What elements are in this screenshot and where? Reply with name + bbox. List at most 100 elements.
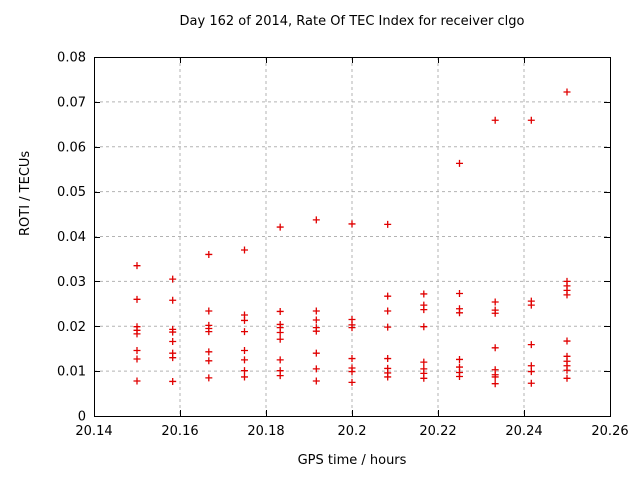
data-point-marker: [276, 356, 284, 364]
data-point-marker: [205, 307, 213, 315]
data-point-marker: [133, 355, 141, 363]
svg-text:0.02: 0.02: [57, 320, 86, 335]
data-point-marker: [169, 296, 177, 304]
data-point-marker: [276, 329, 284, 337]
data-point-marker: [312, 349, 320, 357]
data-point-marker: [276, 335, 284, 343]
data-point-marker: [420, 374, 428, 382]
data-point-marker: [133, 295, 141, 303]
data-point-marker: [169, 377, 177, 385]
svg-text:20.18: 20.18: [247, 424, 284, 439]
data-point-marker: [384, 355, 392, 363]
svg-text:20.16: 20.16: [161, 424, 198, 439]
data-point-marker: [205, 328, 213, 336]
data-point-marker: [241, 346, 248, 354]
data-point-marker: [169, 354, 177, 362]
data-points: [133, 88, 571, 388]
data-point-marker: [205, 250, 213, 258]
chart-title: Day 162 of 2014, Rate Of TEC Index for r…: [179, 14, 525, 29]
data-point-marker: [527, 368, 535, 376]
data-point-marker: [456, 355, 463, 363]
data-point-marker: [312, 327, 320, 335]
data-point-marker: [348, 355, 356, 363]
svg-text:0.06: 0.06: [57, 140, 86, 155]
data-point-marker: [420, 306, 428, 314]
x-tick-labels: 20.14 20.16 20.18 20.2 20.22 20.24 20.26: [75, 424, 628, 439]
data-point-marker: [133, 330, 141, 338]
data-point-marker: [420, 358, 428, 366]
svg-text:0.07: 0.07: [57, 95, 86, 110]
svg-text:0.04: 0.04: [57, 230, 86, 245]
data-point-marker: [420, 290, 428, 298]
data-point-marker: [527, 301, 535, 309]
svg-text:0: 0: [78, 410, 86, 425]
svg-text:20.22: 20.22: [419, 424, 456, 439]
svg-text:0.03: 0.03: [57, 275, 86, 290]
data-point-marker: [384, 292, 392, 300]
data-point-marker: [312, 216, 320, 224]
data-point-marker: [348, 368, 356, 376]
data-point-marker: [348, 220, 356, 228]
data-point-marker: [133, 377, 141, 385]
data-point-marker: [527, 379, 535, 387]
data-point-marker: [563, 366, 571, 374]
data-point-marker: [205, 348, 213, 356]
data-point-marker: [563, 337, 571, 345]
data-point-marker: [491, 116, 499, 124]
data-point-marker: [384, 307, 392, 315]
data-point-marker: [563, 374, 571, 382]
data-point-marker: [456, 373, 463, 381]
data-point-marker: [276, 223, 284, 231]
svg-text:0.05: 0.05: [57, 185, 86, 200]
data-point-marker: [312, 365, 320, 373]
svg-text:20.14: 20.14: [75, 424, 112, 439]
svg-text:0.08: 0.08: [57, 51, 86, 66]
data-point-marker: [241, 316, 248, 324]
data-point-marker: [205, 374, 213, 382]
tick-marks: [94, 57, 611, 417]
data-point-marker: [456, 289, 463, 297]
data-point-marker: [491, 309, 499, 317]
data-point-marker: [456, 309, 463, 317]
data-point-marker: [527, 341, 535, 349]
data-point-marker: [312, 316, 320, 324]
y-tick-labels: 0 0.01 0.02 0.03 0.04 0.05 0.06 0.07 0.08: [57, 51, 86, 425]
data-point-marker: [384, 220, 392, 228]
data-point-marker: [491, 298, 499, 306]
svg-text:20.24: 20.24: [505, 424, 542, 439]
data-point-marker: [384, 373, 392, 381]
data-point-marker: [491, 373, 499, 381]
data-point-marker: [348, 378, 356, 386]
data-point-marker: [241, 328, 248, 336]
data-point-marker: [276, 307, 284, 315]
y-axis-label-text: ROTI / TECUs: [18, 150, 33, 236]
svg-text:0.01: 0.01: [57, 365, 86, 380]
data-point-marker: [563, 291, 571, 299]
data-point-marker: [241, 367, 248, 375]
data-point-marker: [527, 362, 535, 370]
data-point-marker: [169, 275, 177, 283]
data-point-marker: [384, 323, 392, 331]
data-point-marker: [133, 262, 141, 270]
data-point-marker: [276, 372, 284, 380]
data-point-marker: [491, 380, 499, 388]
data-point-marker: [205, 357, 213, 365]
data-point-marker: [241, 373, 248, 381]
data-point-marker: [133, 346, 141, 354]
data-point-marker: [348, 324, 356, 332]
data-point-marker: [312, 307, 320, 315]
data-point-marker: [169, 338, 177, 346]
data-point-marker: [563, 88, 571, 96]
data-point-marker: [241, 356, 248, 364]
data-point-marker: [241, 246, 248, 254]
data-point-marker: [456, 159, 463, 167]
svg-text:20.2: 20.2: [338, 424, 367, 439]
data-point-marker: [420, 323, 428, 331]
x-axis-label: GPS time / hours: [297, 453, 407, 468]
data-point-marker: [527, 116, 535, 124]
gridlines: [94, 57, 610, 416]
svg-text:20.26: 20.26: [591, 424, 628, 439]
data-point-marker: [491, 344, 499, 352]
